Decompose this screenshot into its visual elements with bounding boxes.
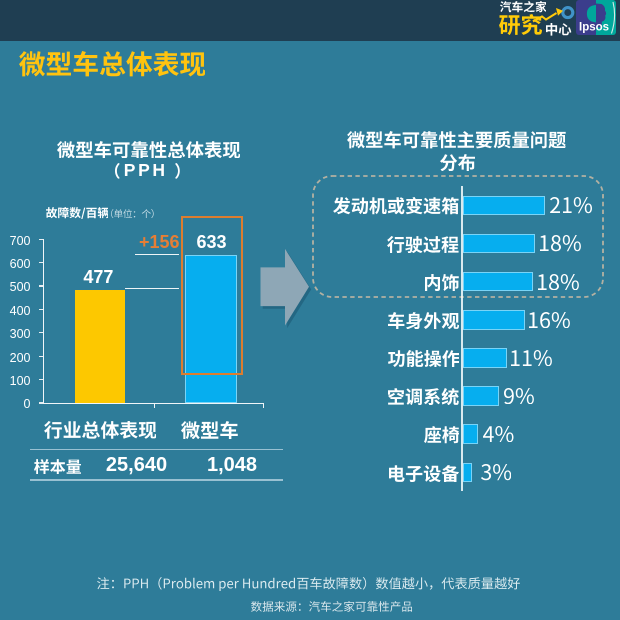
svg-text:Ipsos: Ipsos	[579, 22, 609, 34]
